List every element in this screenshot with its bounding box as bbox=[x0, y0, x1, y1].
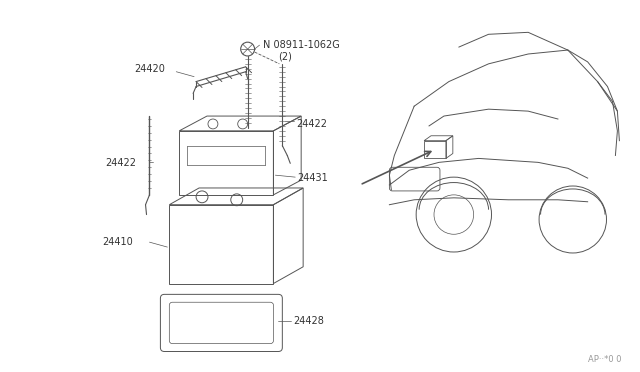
Text: N 08911-1062G: N 08911-1062G bbox=[262, 40, 339, 50]
Text: AP··*0 0: AP··*0 0 bbox=[588, 355, 621, 365]
Text: (2): (2) bbox=[278, 51, 292, 61]
Text: 24428: 24428 bbox=[293, 316, 324, 326]
FancyBboxPatch shape bbox=[389, 167, 440, 191]
Text: 24422: 24422 bbox=[296, 119, 327, 129]
FancyBboxPatch shape bbox=[161, 294, 282, 352]
Text: 24431: 24431 bbox=[297, 173, 328, 183]
FancyBboxPatch shape bbox=[170, 302, 273, 344]
Text: 24420: 24420 bbox=[134, 64, 166, 74]
Text: 24422: 24422 bbox=[105, 158, 136, 169]
Text: 24410: 24410 bbox=[102, 237, 132, 247]
